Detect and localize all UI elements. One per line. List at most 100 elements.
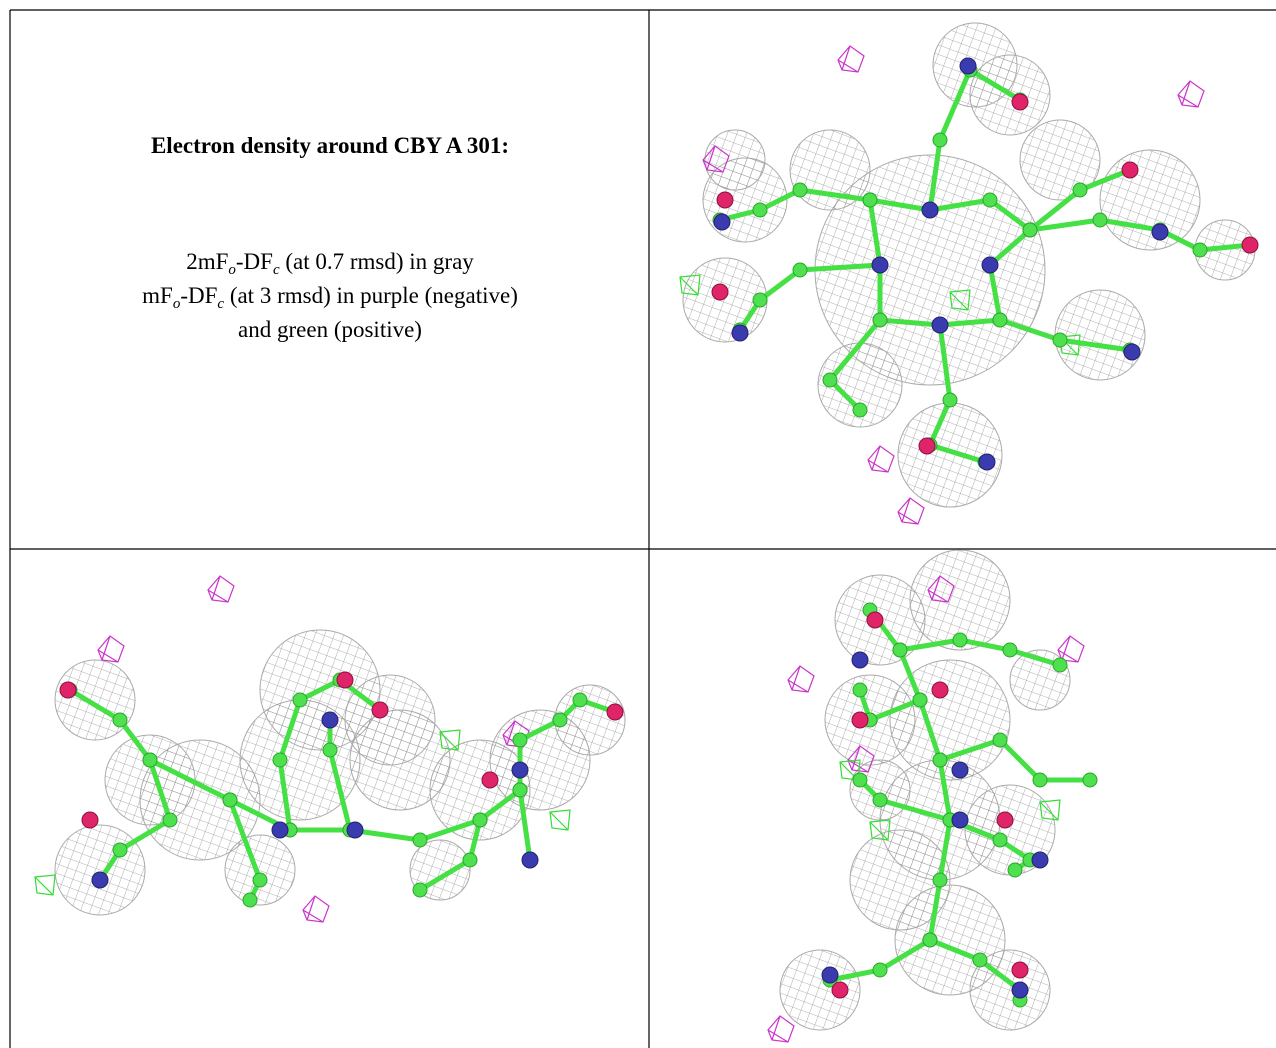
- text: 2mF: [186, 249, 229, 274]
- carbon-atom: [952, 632, 968, 648]
- density-mesh: [704, 129, 766, 191]
- bond: [939, 737, 1090, 783]
- bond: [517, 789, 533, 861]
- oxygen-atom: [918, 437, 936, 455]
- carbon-atom: [992, 312, 1008, 328]
- subscript: c: [272, 262, 280, 278]
- carbon-atom: [792, 262, 808, 278]
- carbon-atom: [1022, 222, 1038, 238]
- negative-density: [867, 445, 895, 473]
- nitrogen-atom: [951, 761, 969, 779]
- negative-density: [837, 45, 865, 73]
- oxygen-atom: [336, 671, 354, 689]
- negative-density: [897, 497, 925, 525]
- molecule-renders: [34, 22, 1259, 1043]
- subscript: o: [228, 262, 236, 278]
- nitrogen-atom: [921, 201, 939, 219]
- carbon-atom: [942, 392, 958, 408]
- negative-density: [97, 635, 125, 663]
- positive-density: [949, 289, 971, 311]
- text: -DF: [235, 249, 273, 274]
- nitrogen-atom: [1031, 851, 1049, 869]
- carbon-atom: [252, 872, 268, 888]
- text: (at 3 rmsd) in purple (negative): [224, 283, 518, 308]
- carbon-atom: [872, 312, 888, 328]
- carbon-atom: [852, 402, 868, 418]
- nitrogen-atom: [851, 651, 869, 669]
- oxygen-atom: [831, 981, 849, 999]
- oxygen-atom: [1011, 961, 1029, 979]
- carbon-atom: [872, 962, 888, 978]
- carbon-atom: [992, 732, 1008, 748]
- text: mF: [142, 283, 173, 308]
- oxygen-atom: [481, 771, 499, 789]
- carbon-atom: [1082, 772, 1098, 788]
- carbon-atom: [912, 692, 928, 708]
- negative-density: [1177, 80, 1205, 108]
- nitrogen-atom: [1011, 981, 1029, 999]
- negative-density: [847, 745, 875, 773]
- carbon-atom: [992, 832, 1008, 848]
- carbon-atom: [1007, 862, 1023, 878]
- oxygen-atom: [851, 711, 869, 729]
- subscript: c: [217, 296, 225, 312]
- density-mesh: [54, 824, 146, 916]
- text: and green (positive): [238, 317, 422, 342]
- carbon-atom: [292, 692, 308, 708]
- carbon-atom: [462, 852, 478, 868]
- negative-density: [767, 1015, 795, 1043]
- carbon-atom: [792, 182, 808, 198]
- positive-density: [439, 729, 461, 751]
- negative-density: [207, 575, 235, 603]
- density-mesh: [1019, 119, 1101, 201]
- oxygen-atom: [1121, 161, 1139, 179]
- carbon-atom: [552, 712, 568, 728]
- negative-density: [302, 895, 330, 923]
- nitrogen-atom: [1123, 343, 1141, 361]
- nitrogen-atom: [731, 324, 749, 342]
- oxygen-atom: [371, 701, 389, 719]
- density-mesh: [1099, 149, 1201, 251]
- oxygen-atom: [606, 703, 624, 721]
- nitrogen-atom: [271, 821, 289, 839]
- density-mesh: [104, 734, 196, 826]
- nitrogen-atom: [821, 966, 839, 984]
- bond: [949, 817, 1033, 873]
- density-mesh: [344, 674, 436, 766]
- carbon-atom: [822, 372, 838, 388]
- oxygen-atom: [711, 283, 729, 301]
- positive-density: [679, 274, 701, 296]
- positive-density: [549, 809, 571, 831]
- carbon-atom: [412, 832, 428, 848]
- table-borders: [9, 9, 1276, 1048]
- nitrogen-atom: [91, 871, 109, 889]
- carbon-atom: [872, 792, 888, 808]
- density-mesh: [224, 834, 296, 906]
- carbon-atom: [1052, 657, 1068, 673]
- carbon-atom: [972, 952, 988, 968]
- carbon-atom: [112, 842, 128, 858]
- text: (at 0.7 rmsd) in gray: [279, 249, 474, 274]
- carbon-atom: [932, 872, 948, 888]
- oxygen-atom: [996, 811, 1014, 829]
- oxygen-atom: [59, 681, 77, 699]
- carbon-atom: [1092, 212, 1108, 228]
- caption-line: and green (positive): [11, 317, 649, 343]
- nitrogen-atom: [321, 711, 339, 729]
- carbon-atom: [982, 192, 998, 208]
- carbon-atom: [162, 812, 178, 828]
- caption-line: mFo-DFc (at 3 rmsd) in purple (negative): [11, 283, 649, 312]
- bond: [927, 324, 986, 465]
- positive-density: [869, 819, 891, 841]
- nitrogen-atom: [959, 57, 977, 75]
- oxygen-atom: [716, 191, 734, 209]
- carbon-atom: [852, 682, 868, 698]
- caption-title: Electron density around CBY A 301:: [150, 133, 510, 158]
- nitrogen-atom: [931, 316, 949, 334]
- positive-density: [34, 874, 56, 896]
- positive-density: [1039, 799, 1061, 821]
- carbon-atom: [862, 192, 878, 208]
- carbon-atom: [272, 752, 288, 768]
- nitrogen-atom: [871, 256, 889, 274]
